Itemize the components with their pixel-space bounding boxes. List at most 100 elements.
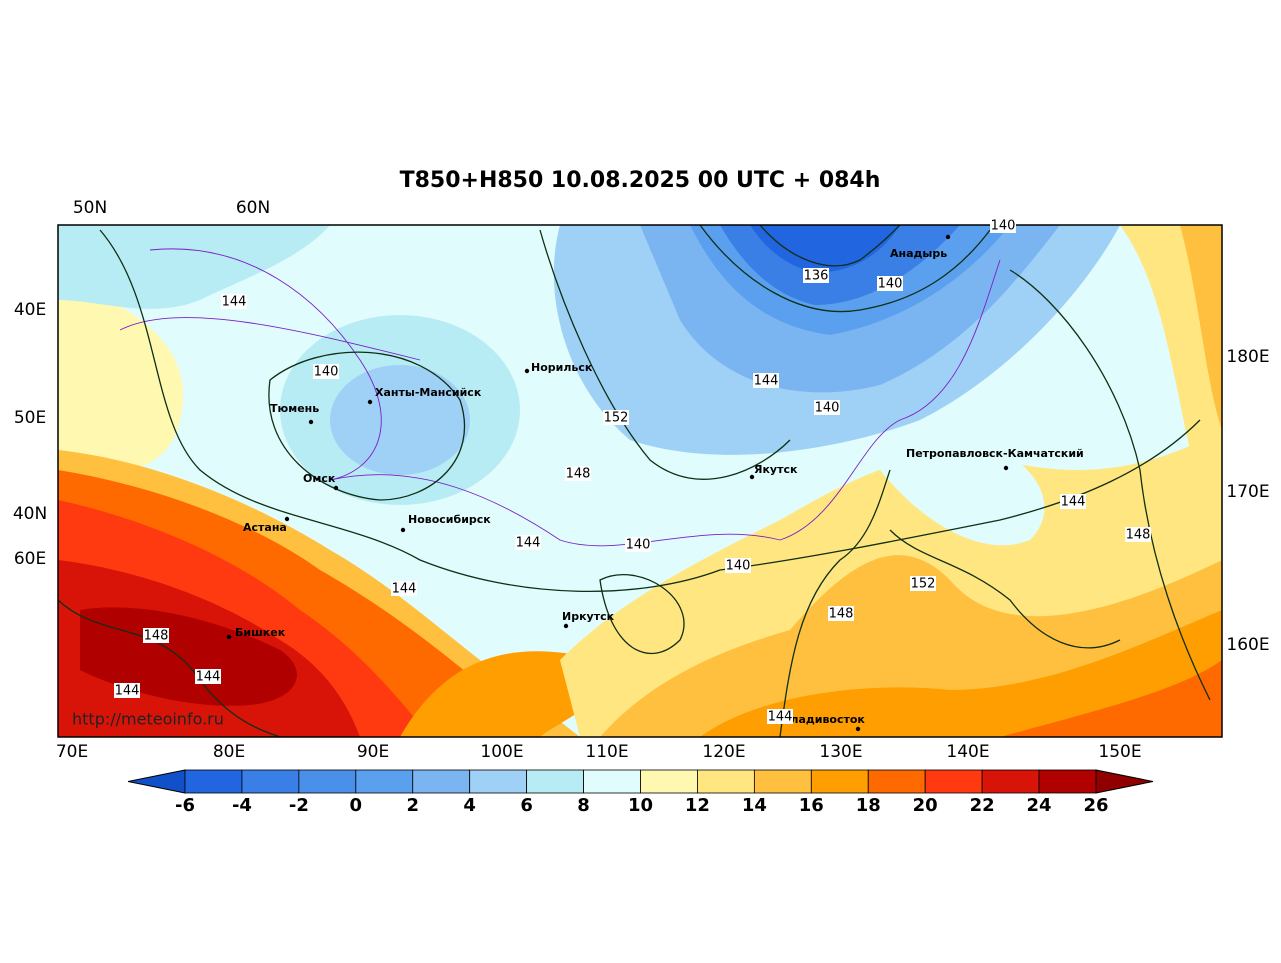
lon-label: 110E <box>585 742 628 762</box>
city-label: Владивосток <box>782 713 865 726</box>
lon-label: 80E <box>213 742 245 762</box>
contour-label: 148 <box>1126 528 1151 543</box>
watermark: http://meteoinfo.ru <box>72 710 224 729</box>
colorbar-bin <box>981 769 1040 794</box>
colorbar-tick-label: 22 <box>970 795 995 816</box>
city-label: Анадырь <box>890 247 947 260</box>
contour-label-bg <box>910 576 936 591</box>
colorbar-bin <box>810 769 869 794</box>
colorbar-tick-label: -6 <box>175 795 195 816</box>
contour-label: 144 <box>222 295 247 310</box>
colorbar-tick-label: -4 <box>232 795 252 816</box>
lon-label: 180E <box>1226 347 1269 367</box>
contour-label: 140 <box>626 538 651 553</box>
contour-label-bg <box>803 268 829 283</box>
colorbar-tick-label: 12 <box>685 795 710 816</box>
colorbar-bin <box>924 769 983 794</box>
colorbar-tick-label: 24 <box>1027 795 1052 816</box>
contour-label: 136 <box>804 269 829 284</box>
contour-label-bg <box>828 606 854 621</box>
city-label: Омск <box>303 472 336 485</box>
lon-label: 170E <box>1226 482 1269 502</box>
city-dot <box>333 485 339 491</box>
city-dot <box>945 234 951 240</box>
colorbar-bin <box>184 769 243 794</box>
city-dot <box>1003 465 1009 471</box>
colorbar-bin <box>241 769 300 794</box>
city-label: Якутск <box>754 463 798 476</box>
contour-label: 140 <box>815 401 840 416</box>
lon-label: 50E <box>14 408 46 428</box>
lat-label: 50N <box>73 198 107 218</box>
colorbar-bin <box>697 769 755 794</box>
contour-label: 140 <box>878 277 903 292</box>
lon-label: 140E <box>946 742 989 762</box>
lon-label: 60E <box>14 549 46 569</box>
colorbar-bin <box>412 769 471 794</box>
contour-label: 144 <box>754 374 779 389</box>
map-labels: 50N 60N 40E 50E 40N 60E 180E 170E 160E 70E 80E 90E 1… <box>13 198 1270 762</box>
map-frame <box>57 224 1223 738</box>
colorbar-tick-label: 0 <box>350 795 363 816</box>
contour-label-bg <box>515 535 541 550</box>
lon-label: 70E <box>56 742 88 762</box>
city-dot <box>524 368 530 374</box>
contour-label-bg <box>990 218 1016 233</box>
city-label: Ханты-Мансийск <box>375 386 482 399</box>
contour-label-bg <box>1125 527 1151 542</box>
lat-label: 60N <box>236 198 270 218</box>
colorbar-bin <box>867 769 926 794</box>
colorbar-over <box>1095 769 1154 794</box>
city-dot <box>400 527 406 533</box>
city-label: Норильск <box>531 361 593 374</box>
colorbar-tick-label: 8 <box>577 795 590 816</box>
city-dot <box>855 726 861 732</box>
colorbar-bin <box>469 769 528 794</box>
contour-label-bg <box>221 294 247 309</box>
colorbar-tick-label: 6 <box>520 795 533 816</box>
colorbar-bin <box>583 769 641 794</box>
contour-label: 140 <box>991 219 1016 234</box>
contour-label-bg <box>1060 494 1086 509</box>
city-label: Иркутск <box>562 610 615 623</box>
lon-label: 120E <box>702 742 745 762</box>
colorbar: -6 -4 -2 0 2 4 6 8 10 12 14 16 18 20 22 24 26 <box>127 769 1154 816</box>
contour-label-bg <box>814 400 840 415</box>
colorbar-tick-label: 2 <box>406 795 419 816</box>
city-label: Новосибирск <box>408 513 491 526</box>
city-dot <box>749 474 755 480</box>
city-dot <box>284 516 290 522</box>
lon-label: 160E <box>1226 635 1269 655</box>
lon-label: 130E <box>819 742 862 762</box>
lon-label: 40E <box>14 300 46 320</box>
colorbar-bin <box>355 769 414 794</box>
contour-label: 148 <box>829 607 854 622</box>
colorbar-tick-label: 20 <box>913 795 938 816</box>
city-dot <box>308 419 314 425</box>
contour-label-bg <box>725 558 751 573</box>
contour-label-bg <box>313 364 339 379</box>
lon-label: 40N <box>13 504 47 524</box>
contour-label-bg <box>143 628 169 643</box>
lon-label: 150E <box>1098 742 1141 762</box>
contour-label: 140 <box>726 559 751 574</box>
colorbar-bin <box>753 769 812 794</box>
colorbar-bin <box>1038 769 1097 794</box>
colorbar-tick-label: 18 <box>856 795 881 816</box>
colorbar-under <box>127 769 186 794</box>
colorbar-bin <box>640 769 698 794</box>
colorbar-bin <box>526 769 584 794</box>
colorbar-tick-label: -2 <box>289 795 309 816</box>
contour-label: 152 <box>911 577 936 592</box>
contour-label: 144 <box>196 670 221 685</box>
contour-label-bg <box>195 669 221 684</box>
city-dot <box>226 634 232 640</box>
contour-label-bg <box>877 276 903 291</box>
city-label: Бишкек <box>235 626 286 639</box>
contour-label: 140 <box>314 365 339 380</box>
contour-label: 144 <box>768 710 793 725</box>
contour-label-bg <box>753 373 779 388</box>
contour-label-bg <box>603 410 629 425</box>
contour-label-bg <box>391 581 417 596</box>
colorbar-tick-label: 14 <box>742 795 767 816</box>
